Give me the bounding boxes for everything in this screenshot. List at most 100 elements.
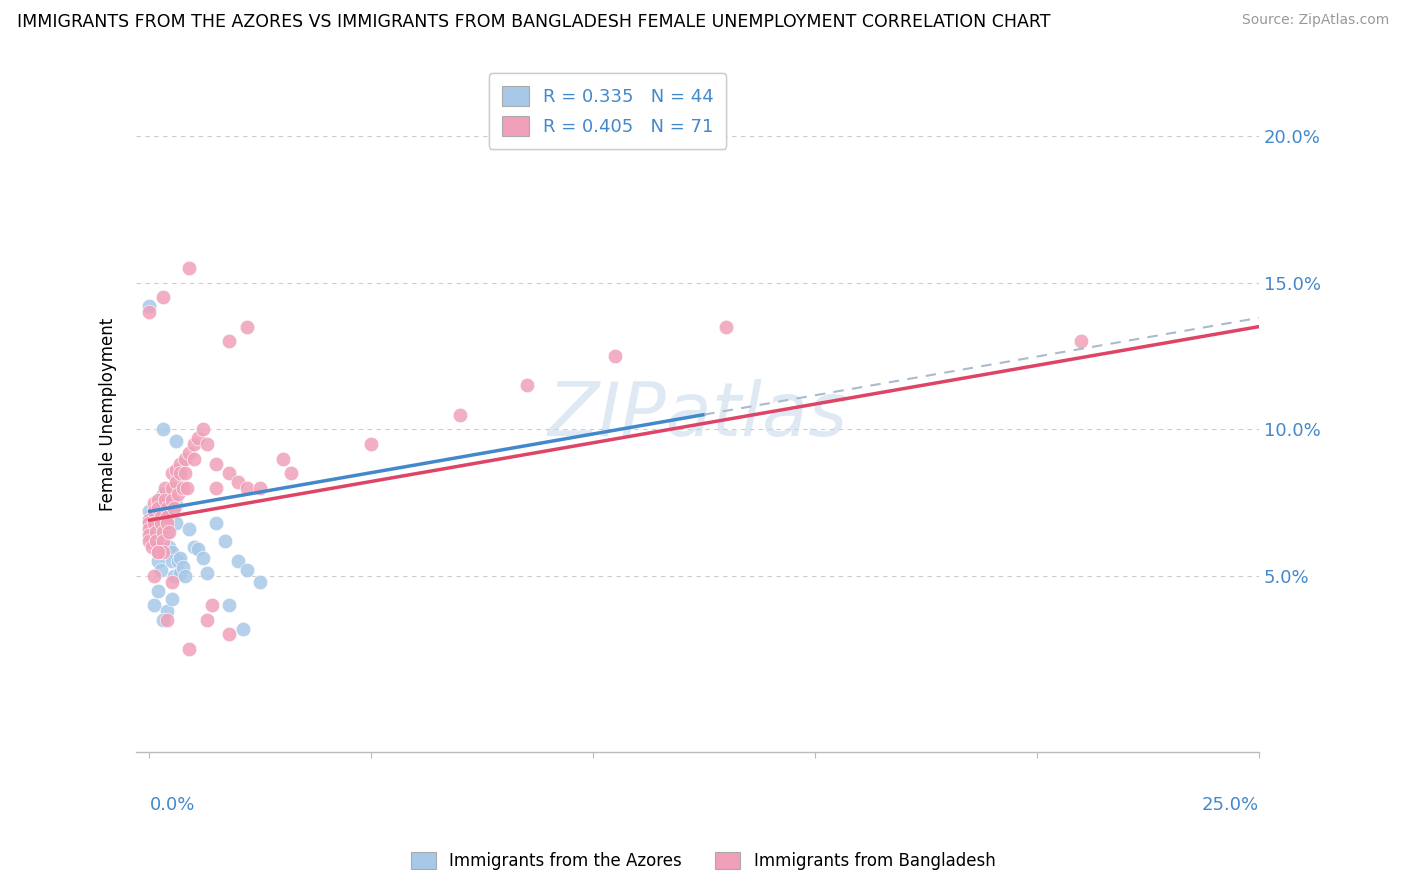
Point [152, 533, 174, 548]
Point [218, 627, 240, 641]
Point [138, 504, 160, 518]
Text: Source: ZipAtlas.com: Source: ZipAtlas.com [1241, 13, 1389, 28]
Text: IMMIGRANTS FROM THE AZORES VS IMMIGRANTS FROM BANGLADESH FEMALE UNEMPLOYMENT COR: IMMIGRANTS FROM THE AZORES VS IMMIGRANTS… [17, 13, 1050, 31]
Point [191, 422, 214, 436]
Point [516, 378, 538, 392]
Point [149, 563, 172, 577]
Point [153, 504, 176, 518]
Point [226, 475, 249, 489]
Point [153, 492, 176, 507]
Point [138, 533, 160, 548]
Point [172, 560, 194, 574]
Point [165, 475, 187, 489]
Point [152, 495, 174, 509]
Point [179, 260, 201, 275]
Point [165, 434, 187, 448]
Point [142, 516, 165, 530]
Point [187, 431, 209, 445]
Point [280, 467, 302, 481]
Point [142, 598, 165, 612]
Point [174, 451, 197, 466]
Point [236, 481, 259, 495]
Point [148, 545, 170, 559]
Point [156, 501, 179, 516]
Point [149, 516, 172, 530]
Text: 25.0%: 25.0% [1202, 796, 1258, 814]
Point [148, 492, 170, 507]
Point [145, 533, 167, 548]
Point [160, 574, 183, 589]
Point [152, 422, 174, 436]
Legend: R = 0.335   N = 44, R = 0.405   N = 71: R = 0.335 N = 44, R = 0.405 N = 71 [489, 73, 727, 149]
Point [149, 510, 172, 524]
Legend: Immigrants from the Azores, Immigrants from Bangladesh: Immigrants from the Azores, Immigrants f… [404, 845, 1002, 877]
Point [148, 554, 170, 568]
Point [152, 613, 174, 627]
Point [156, 613, 179, 627]
Point [156, 524, 179, 539]
Point [148, 545, 170, 559]
Point [232, 622, 254, 636]
Point [218, 334, 240, 349]
Point [138, 528, 160, 542]
Point [214, 533, 236, 548]
Point [200, 598, 222, 612]
Point [165, 516, 187, 530]
Point [179, 522, 201, 536]
Point [205, 458, 228, 472]
Point [160, 492, 183, 507]
Point [183, 540, 205, 554]
Point [142, 504, 165, 518]
Point [169, 566, 191, 580]
Point [157, 524, 180, 539]
Point [183, 451, 205, 466]
Point [1070, 334, 1092, 349]
Point [191, 551, 214, 566]
Point [183, 437, 205, 451]
Point [156, 516, 179, 530]
Point [142, 495, 165, 509]
Point [142, 516, 165, 530]
Point [716, 319, 738, 334]
Point [205, 481, 228, 495]
Point [195, 437, 218, 451]
Y-axis label: Female Unemployment: Female Unemployment [100, 318, 117, 511]
Point [157, 540, 180, 554]
Point [236, 319, 259, 334]
Point [172, 481, 194, 495]
Point [160, 545, 183, 559]
Point [152, 524, 174, 539]
Point [195, 613, 218, 627]
Point [218, 598, 240, 612]
Point [163, 569, 186, 583]
Point [152, 487, 174, 501]
Point [449, 408, 471, 422]
Point [138, 516, 160, 530]
Point [152, 290, 174, 304]
Point [138, 305, 160, 319]
Point [165, 499, 187, 513]
Point [236, 563, 259, 577]
Point [360, 437, 382, 451]
Point [160, 481, 183, 495]
Point [148, 501, 170, 516]
Point [138, 513, 160, 527]
Point [205, 516, 228, 530]
Point [174, 467, 197, 481]
Point [160, 592, 183, 607]
Point [605, 349, 627, 363]
Point [145, 533, 167, 548]
Point [187, 542, 209, 557]
Point [156, 516, 179, 530]
Text: 0.0%: 0.0% [149, 796, 195, 814]
Point [153, 481, 176, 495]
Point [163, 501, 186, 516]
Point [141, 540, 163, 554]
Point [160, 467, 183, 481]
Text: ZIPatlas: ZIPatlas [547, 378, 848, 450]
Point [138, 299, 160, 313]
Point [179, 642, 201, 657]
Point [148, 545, 170, 559]
Point [167, 554, 190, 568]
Point [142, 524, 165, 539]
